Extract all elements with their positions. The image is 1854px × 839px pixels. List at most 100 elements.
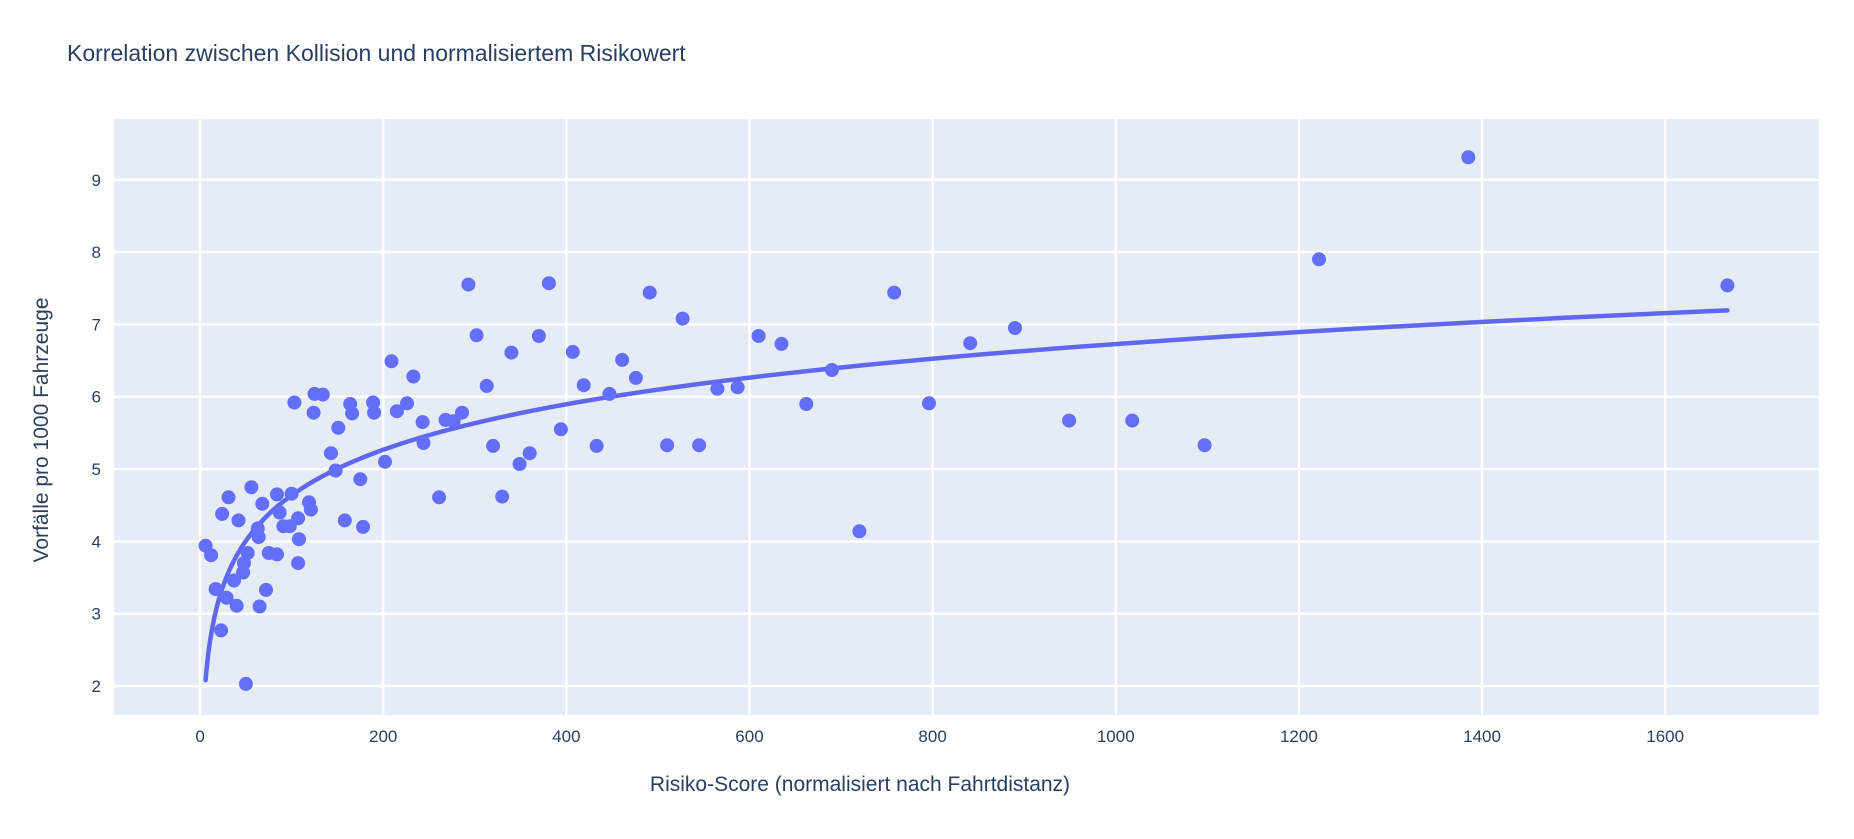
- data-point[interactable]: [1125, 413, 1140, 428]
- data-point[interactable]: [615, 352, 630, 367]
- data-point[interactable]: [730, 380, 745, 395]
- data-point[interactable]: [238, 676, 253, 691]
- data-point[interactable]: [774, 336, 789, 351]
- data-point[interactable]: [252, 599, 267, 614]
- data-point[interactable]: [291, 556, 306, 571]
- x-tick-label: 200: [369, 727, 397, 746]
- data-point[interactable]: [495, 489, 510, 504]
- y-tick-label: 2: [92, 677, 101, 696]
- data-point[interactable]: [469, 328, 484, 343]
- x-tick-label: 1400: [1463, 727, 1501, 746]
- data-point[interactable]: [328, 463, 343, 478]
- data-point[interactable]: [416, 436, 431, 450]
- data-point[interactable]: [1312, 252, 1326, 267]
- data-point[interactable]: [244, 480, 259, 495]
- data-point[interactable]: [282, 519, 297, 534]
- data-point[interactable]: [400, 396, 414, 411]
- data-point[interactable]: [486, 438, 501, 453]
- data-point[interactable]: [799, 397, 814, 411]
- data-point[interactable]: [660, 438, 675, 453]
- data-point[interactable]: [531, 329, 546, 343]
- data-point[interactable]: [963, 336, 978, 351]
- data-point[interactable]: [512, 457, 527, 471]
- data-point[interactable]: [231, 513, 246, 528]
- data-point[interactable]: [272, 505, 287, 520]
- data-point[interactable]: [270, 487, 284, 502]
- data-point[interactable]: [922, 396, 936, 411]
- data-point[interactable]: [214, 623, 229, 638]
- data-point[interactable]: [236, 565, 251, 580]
- chart-title: Korrelation zwischen Kollision und norma…: [67, 40, 686, 66]
- x-tick-label: 400: [552, 727, 580, 746]
- data-point[interactable]: [331, 420, 346, 435]
- data-point[interactable]: [751, 329, 766, 343]
- data-point[interactable]: [229, 598, 244, 613]
- x-tick-label: 800: [918, 727, 946, 746]
- data-point[interactable]: [284, 486, 299, 501]
- data-point[interactable]: [259, 582, 273, 597]
- data-point[interactable]: [337, 513, 352, 528]
- data-point[interactable]: [824, 363, 839, 377]
- data-point[interactable]: [504, 345, 519, 360]
- data-point[interactable]: [356, 519, 371, 534]
- data-point[interactable]: [227, 573, 241, 588]
- data-point[interactable]: [303, 502, 318, 517]
- data-point[interactable]: [852, 524, 867, 539]
- data-point[interactable]: [270, 547, 284, 562]
- data-point[interactable]: [219, 590, 234, 605]
- data-point[interactable]: [1461, 150, 1476, 165]
- data-point[interactable]: [541, 276, 556, 291]
- data-point[interactable]: [204, 548, 219, 563]
- x-tick-label: 1600: [1646, 727, 1684, 746]
- data-point[interactable]: [589, 438, 604, 453]
- data-point[interactable]: [208, 582, 223, 597]
- data-point[interactable]: [455, 405, 469, 420]
- data-point[interactable]: [1008, 321, 1022, 335]
- data-point[interactable]: [628, 370, 643, 385]
- y-tick-label: 6: [92, 388, 101, 407]
- data-point[interactable]: [406, 369, 421, 384]
- data-point[interactable]: [415, 415, 430, 430]
- data-point[interactable]: [345, 406, 360, 421]
- data-point[interactable]: [522, 446, 537, 461]
- data-point[interactable]: [565, 344, 580, 359]
- data-point[interactable]: [479, 378, 494, 393]
- data-point[interactable]: [675, 311, 690, 326]
- data-point[interactable]: [287, 395, 302, 410]
- y-tick-label: 5: [92, 460, 101, 479]
- data-point[interactable]: [1197, 438, 1212, 453]
- data-point[interactable]: [315, 387, 330, 402]
- data-point[interactable]: [384, 354, 399, 369]
- data-point[interactable]: [1062, 413, 1077, 428]
- data-point[interactable]: [389, 404, 404, 419]
- y-axis-title: Vorfälle pro 1000 Fahrzeuge: [30, 297, 53, 563]
- data-point[interactable]: [602, 386, 617, 401]
- data-point[interactable]: [576, 378, 591, 393]
- data-point[interactable]: [255, 496, 270, 511]
- data-point[interactable]: [306, 405, 321, 420]
- y-tick-label: 8: [92, 243, 101, 262]
- data-point[interactable]: [378, 454, 392, 469]
- data-point[interactable]: [221, 490, 236, 505]
- data-point[interactable]: [367, 405, 382, 420]
- data-point[interactable]: [642, 285, 657, 300]
- data-point[interactable]: [710, 381, 725, 396]
- data-point[interactable]: [251, 530, 266, 545]
- data-point[interactable]: [432, 490, 447, 505]
- data-point[interactable]: [446, 414, 461, 429]
- data-point[interactable]: [292, 532, 306, 547]
- data-point[interactable]: [215, 506, 230, 521]
- data-point[interactable]: [461, 277, 476, 292]
- data-point[interactable]: [366, 395, 381, 410]
- data-point[interactable]: [692, 438, 707, 453]
- data-point[interactable]: [1720, 278, 1735, 293]
- data-point[interactable]: [553, 422, 568, 437]
- x-tick-label: 0: [195, 727, 204, 746]
- data-point[interactable]: [887, 285, 902, 300]
- x-tick-label: 1000: [1097, 727, 1135, 746]
- data-point[interactable]: [353, 472, 368, 487]
- x-axis-title: Risiko-Score (normalisiert nach Fahrtdis…: [649, 773, 1071, 796]
- data-point[interactable]: [324, 446, 338, 461]
